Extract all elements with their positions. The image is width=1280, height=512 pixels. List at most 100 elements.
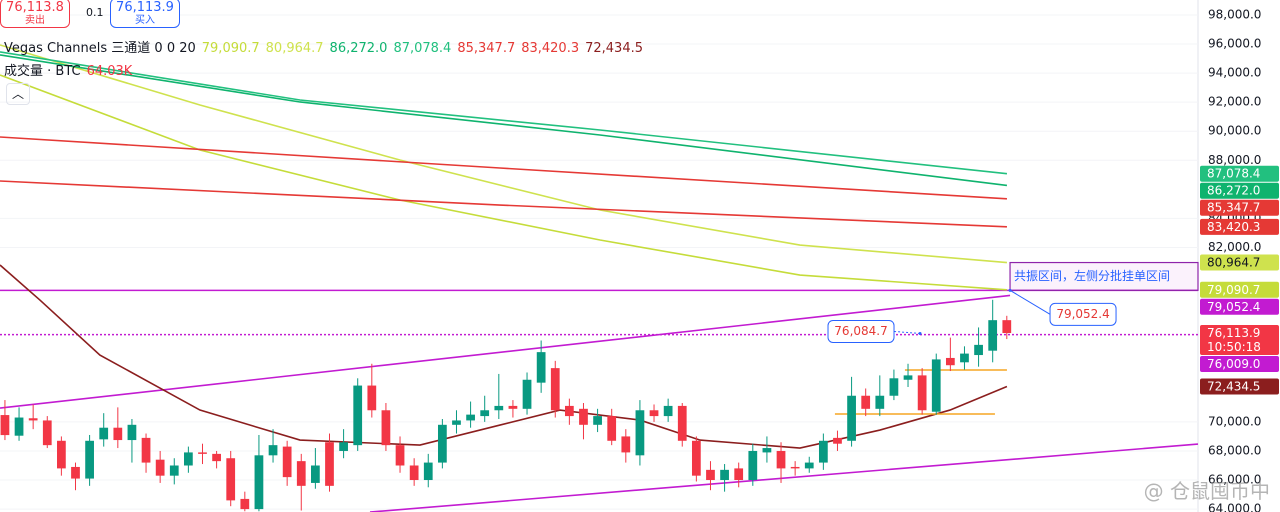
- candle-body: [960, 353, 969, 363]
- callout-anchor: [918, 331, 922, 335]
- candle-body: [818, 440, 828, 463]
- price-tag-label: 76,113.9: [1207, 326, 1260, 340]
- candle-body: [861, 395, 871, 409]
- candle-body: [42, 420, 52, 446]
- candle-body: [536, 352, 546, 383]
- candle-body: [127, 424, 137, 441]
- sell-price: 76,113.8: [6, 0, 64, 15]
- y-tick-label: 88,000.0: [1208, 153, 1261, 167]
- qty[interactable]: 0.1: [86, 6, 104, 19]
- y-tick-label: 90,000.0: [1208, 124, 1261, 138]
- candle-body: [875, 395, 885, 409]
- legend-value: 85,347.7: [457, 41, 516, 56]
- y-tick-label: 64,000.0: [1208, 502, 1261, 512]
- price-tag: [1200, 165, 1279, 182]
- candle-body: [423, 462, 433, 481]
- candle-body: [268, 445, 278, 456]
- candle-body: [240, 498, 250, 510]
- price-tag-label: 79,052.4: [1207, 300, 1260, 314]
- candle-body: [311, 465, 320, 483]
- y-tick-label: 68,000.0: [1208, 443, 1261, 457]
- candle-body: [677, 405, 687, 441]
- price-tag: [1200, 182, 1279, 199]
- candle-body: [437, 424, 447, 463]
- sell-label: 卖出: [25, 15, 45, 26]
- candle-body: [141, 437, 151, 463]
- candle-body: [593, 416, 602, 425]
- countdown-label: 10:50:18: [1207, 340, 1261, 354]
- price-tag-label: 85,347.7: [1207, 201, 1260, 215]
- callout-bubble: [827, 319, 895, 343]
- candle-body: [57, 440, 66, 469]
- legend-value: 72,434.5: [585, 41, 643, 56]
- candle-body: [28, 418, 38, 421]
- candle-body: [917, 375, 927, 411]
- price-tag-label: 79,090.7: [1207, 283, 1260, 297]
- volume-title: 成交量 · BTC: [4, 64, 81, 79]
- trend-line: [369, 443, 1199, 512]
- candle-body: [945, 357, 955, 366]
- candle-body: [734, 468, 744, 481]
- candle-body: [254, 455, 264, 510]
- candle-body: [71, 466, 80, 479]
- indicator-line: [0, 180, 1007, 228]
- candle-body: [466, 414, 475, 421]
- candle-body: [776, 450, 786, 469]
- price-tag: [1200, 378, 1279, 395]
- y-tick-label: 66,000.0: [1208, 473, 1261, 487]
- candle-body: [550, 368, 560, 411]
- candle-body: [903, 375, 913, 380]
- candle-body: [833, 437, 842, 444]
- candle-body: [452, 420, 461, 425]
- legend-title: Vegas Channels 三通道 0 0 20: [4, 41, 196, 56]
- price-tag-label: 87,078.4: [1207, 167, 1260, 181]
- candle-body: [607, 416, 617, 441]
- collapse-button[interactable]: ︿: [6, 83, 30, 105]
- callout-label: 76,084.7: [834, 324, 887, 338]
- buy-button[interactable]: 76,113.9 买入: [110, 0, 180, 28]
- candle-body: [169, 465, 179, 476]
- price-tag-label: 76,009.0: [1207, 357, 1260, 371]
- indicator-line: [0, 54, 1008, 187]
- callout-leader: [893, 330, 921, 334]
- candle-body: [1002, 320, 1012, 334]
- candle-body: [367, 385, 377, 411]
- candle-body: [522, 379, 532, 409]
- candle-body: [790, 466, 800, 469]
- candle-body: [212, 453, 221, 462]
- price-tag: [1200, 218, 1279, 235]
- callout-label: 79,052.4: [1056, 307, 1109, 321]
- candle-body: [804, 462, 814, 469]
- indicator-line: [0, 264, 1008, 449]
- candle-body: [480, 410, 490, 417]
- candle-body: [353, 385, 363, 446]
- indicator-line: [0, 136, 1007, 200]
- y-tick-label: 94,000.0: [1208, 66, 1261, 80]
- price-tag: [1200, 281, 1279, 298]
- candle-body: [381, 410, 391, 446]
- annotation-text: 共振区间，左侧分批挂单区间: [1014, 268, 1170, 283]
- candle-body: [296, 461, 306, 486]
- candle-body: [974, 344, 983, 356]
- candle-body: [14, 417, 24, 436]
- candle-body: [409, 465, 419, 481]
- candle-body: [621, 436, 631, 453]
- candle-body: [847, 395, 856, 441]
- price-tag-label: 72,434.5: [1207, 380, 1260, 394]
- sell-button[interactable]: 76,113.8 卖出: [0, 0, 70, 28]
- candle-body: [508, 405, 518, 409]
- y-tick-label: 98,000.0: [1208, 7, 1261, 21]
- candle-body: [325, 442, 334, 486]
- callout-leader: [1009, 289, 1051, 315]
- legend-value: 86,272.0: [329, 41, 388, 56]
- price-tag: [1200, 199, 1279, 216]
- legend-value: 83,420.3: [521, 41, 580, 56]
- y-tick-label: 82,000.0: [1208, 240, 1261, 254]
- candle-body: [579, 408, 588, 425]
- candle-body: [663, 405, 673, 417]
- candle-body: [113, 427, 123, 441]
- candle-body: [691, 440, 701, 476]
- candle-body: [198, 452, 207, 454]
- candle-body: [706, 469, 715, 481]
